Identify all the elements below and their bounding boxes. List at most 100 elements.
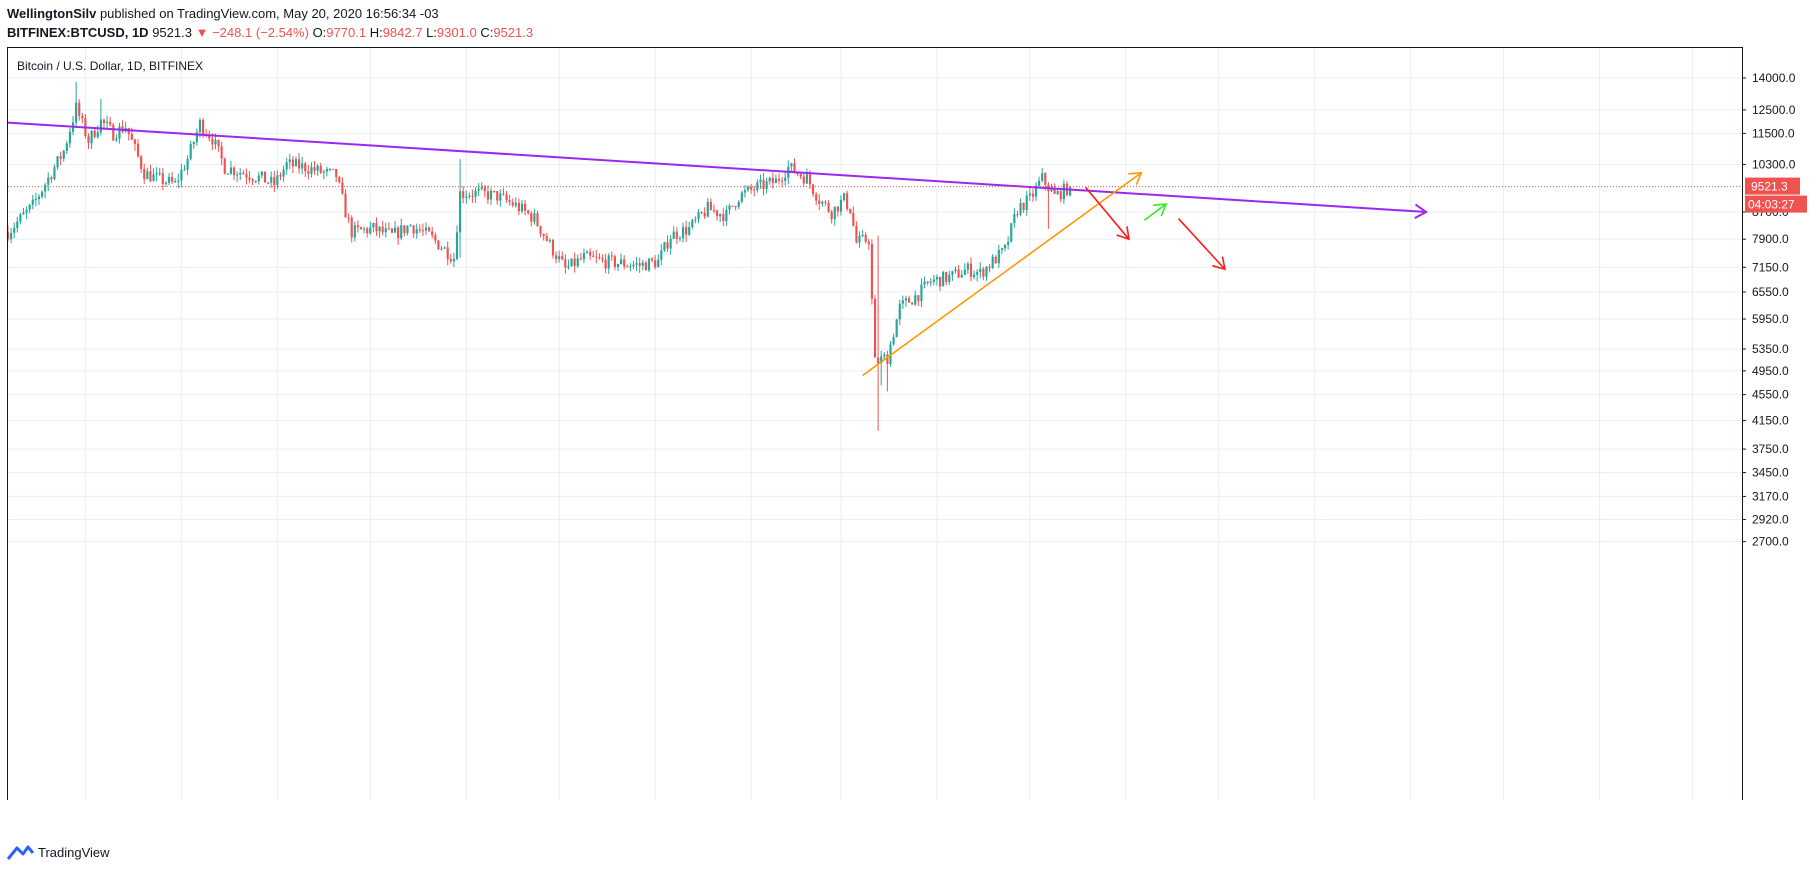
author-name[interactable]: WellingtonSilv	[7, 6, 97, 21]
candle-body	[892, 337, 895, 345]
candle-body	[746, 186, 750, 191]
candle-body	[34, 199, 37, 201]
candle	[390, 227, 394, 234]
candle-body	[474, 190, 477, 197]
candle-body	[833, 206, 836, 220]
candle	[499, 189, 502, 207]
candle-body	[372, 223, 375, 228]
candle	[948, 270, 951, 285]
tradingview-logo[interactable]: TradingView	[6, 844, 110, 860]
candle	[393, 221, 397, 233]
candle-body	[434, 235, 437, 241]
candle	[892, 333, 895, 346]
candle-body	[338, 177, 341, 183]
candle	[319, 162, 322, 175]
candle-body	[217, 139, 220, 147]
candle	[635, 257, 638, 272]
candle-body	[28, 204, 31, 210]
candle-body	[174, 181, 177, 183]
candle-body	[87, 136, 90, 144]
candle-body	[1022, 203, 1025, 210]
candle	[802, 173, 805, 187]
candle	[623, 255, 626, 270]
candle	[443, 246, 446, 250]
chart-grid	[8, 48, 1742, 800]
candle	[75, 82, 78, 127]
candle	[446, 241, 449, 266]
candle	[384, 222, 387, 238]
candle-body	[40, 191, 44, 197]
candle	[858, 231, 861, 248]
candle	[988, 264, 991, 273]
candle-body	[381, 226, 384, 233]
candle-body	[458, 191, 462, 233]
candle-body	[437, 240, 440, 250]
candle	[632, 260, 635, 270]
candle-body	[842, 193, 846, 200]
candle	[753, 185, 756, 197]
candle-body	[140, 156, 143, 169]
candle	[536, 210, 539, 227]
candle	[1028, 187, 1031, 201]
candle-body	[211, 138, 214, 145]
candle-body	[31, 199, 34, 205]
candle-body	[678, 238, 682, 240]
candle-body	[762, 179, 765, 189]
candle	[477, 183, 480, 197]
down-triangle-icon: ▼	[195, 25, 209, 40]
candle	[304, 161, 307, 178]
candle	[226, 173, 229, 175]
candle-body	[99, 119, 102, 133]
candle-body	[505, 194, 508, 201]
candle-body	[870, 244, 873, 299]
candle	[84, 114, 87, 139]
candle-body	[1013, 214, 1016, 224]
candle-body	[192, 142, 195, 145]
candle	[994, 255, 997, 264]
candle-body	[932, 279, 935, 282]
candle-body	[911, 302, 914, 305]
candle-body	[257, 175, 260, 182]
candle	[483, 184, 486, 198]
candle-body	[824, 201, 827, 203]
candle-body	[198, 120, 202, 133]
candle	[428, 226, 431, 232]
candle	[740, 190, 743, 204]
candle-body	[1019, 203, 1022, 215]
price-chart[interactable]: Bitcoin / U.S. Dollar, 1D, BITFINEX 1400…	[0, 0, 1819, 800]
candle-body	[644, 262, 647, 271]
candle	[877, 235, 880, 431]
candle	[784, 171, 787, 186]
candle	[40, 190, 44, 199]
candle	[316, 163, 319, 176]
candle	[700, 211, 703, 215]
candle	[706, 198, 709, 218]
candle-body	[19, 214, 22, 222]
candle	[161, 168, 164, 191]
candle-body	[907, 298, 911, 303]
price-tick-label: 6550.0	[1752, 285, 1789, 299]
candle	[824, 199, 827, 206]
candle	[957, 265, 960, 279]
candle	[431, 226, 434, 239]
candle	[954, 266, 957, 274]
candle	[322, 169, 325, 180]
price-axis[interactable]: 14000.012500.011500.010300.08700.07900.0…	[1742, 71, 1796, 549]
candle	[189, 140, 192, 161]
candle-body	[369, 227, 372, 234]
candle-body	[576, 258, 579, 267]
candle-body	[697, 211, 700, 220]
candle	[852, 206, 855, 227]
candle	[811, 183, 815, 197]
drawing-line	[1177, 218, 1226, 270]
candle-body	[743, 190, 747, 193]
arrow-head	[1414, 203, 1429, 219]
candle	[846, 190, 849, 212]
candle	[421, 223, 425, 237]
candle-body	[914, 295, 917, 305]
candle-body	[251, 179, 254, 182]
candle-body	[579, 258, 582, 260]
candle-body	[471, 195, 474, 197]
candle-body	[712, 210, 716, 212]
candle	[452, 252, 455, 268]
